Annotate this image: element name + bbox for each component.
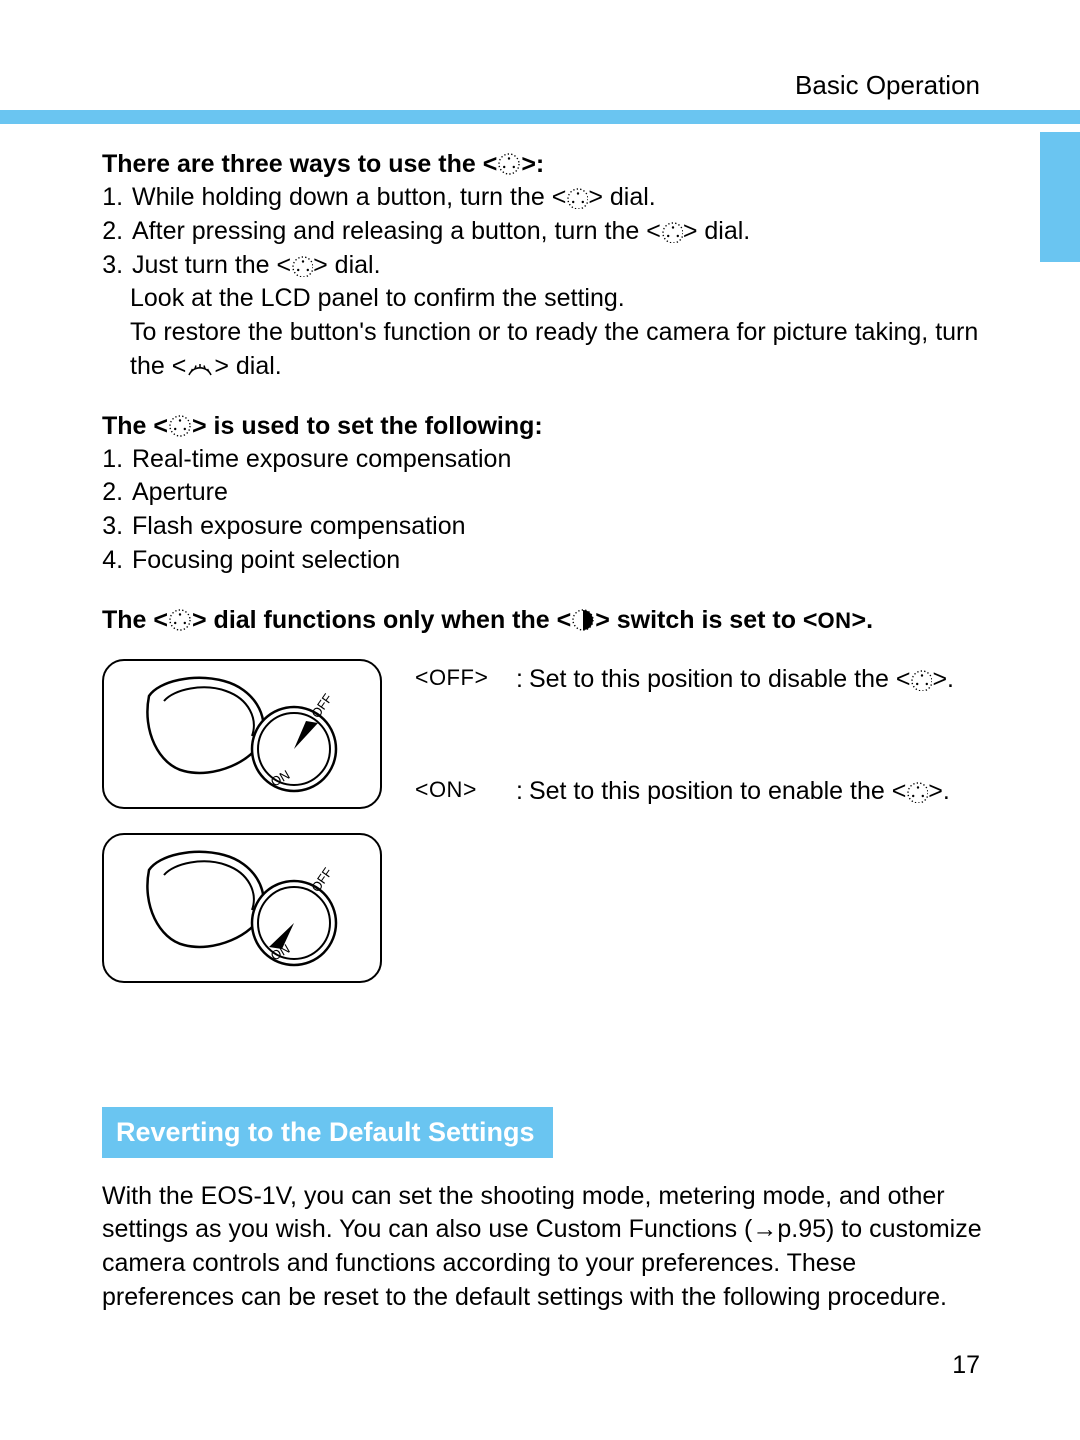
list-item: Real-time exposure compensation [130, 443, 986, 477]
off-desc-text: Set to this position to disable the <>. [529, 663, 986, 696]
switch-figures: ON OFF ON OFF [102, 659, 397, 1007]
item-text-end: > dial. [683, 217, 750, 245]
header-accent-bar [0, 110, 1080, 124]
h-text: >. [852, 606, 874, 634]
revert-body: With the EOS-1V, you can set the shootin… [102, 1180, 986, 1315]
dial-functions-heading: The < > is used to set the following: [102, 412, 986, 441]
switch-desc-on: <ON> : Set to this position to enable th… [415, 775, 986, 808]
on-desc-text: Set to this position to enable the <>. [529, 775, 986, 808]
main-dial-icon [186, 358, 214, 378]
revert-heading-box: Reverting to the Default Settings [102, 1107, 553, 1158]
dial-switch-heading: The < > dial functions only when the < > s… [102, 606, 986, 635]
h-text: The < [102, 606, 168, 634]
switch-descriptions: <OFF> : Set to this position to disable … [397, 659, 986, 1007]
quick-control-dial-icon [661, 221, 683, 243]
quick-control-dial-icon [168, 608, 192, 632]
list-item: Flash exposure compensation [130, 510, 986, 544]
page-header-title: Basic Operation [795, 70, 980, 101]
side-tab [1040, 132, 1080, 262]
quick-control-dial-icon [497, 152, 521, 176]
list-item: Just turn the < > dial. [130, 249, 986, 283]
h-text: > switch is set to < [595, 606, 817, 634]
heading-text-end: >: [521, 150, 544, 178]
switch-figure-off: ON OFF [102, 659, 382, 809]
list-item: Focusing point selection [130, 544, 986, 578]
continued-text-1: Look at the LCD panel to confirm the set… [130, 282, 986, 316]
qcd-switch-icon [571, 608, 595, 632]
on-label: <ON> [415, 775, 516, 808]
switch-row: ON OFF ON OFF [102, 659, 986, 1007]
item-text: After pressing and releasing a button, t… [132, 217, 661, 245]
quick-control-dial-icon [906, 781, 928, 803]
colon: : [516, 775, 529, 808]
quick-control-dial-icon [168, 414, 192, 438]
dial-functions-list: Real-time exposure compensation Aperture… [102, 443, 986, 578]
quick-control-dial-icon [910, 669, 932, 691]
item-text: While holding down a button, turn the < [132, 183, 566, 211]
page-number: 17 [952, 1351, 980, 1380]
list-item: After pressing and releasing a button, t… [130, 215, 986, 249]
heading-text: There are three ways to use the < [102, 150, 497, 178]
heading-text-end: > is used to set the following: [192, 412, 543, 440]
switch-figure-on: ON OFF [102, 833, 382, 983]
quick-control-dial-icon [566, 187, 588, 209]
switch-desc-off: <OFF> : Set to this position to disable … [415, 663, 986, 696]
continued-text-2: To restore the button's function or to r… [130, 316, 986, 384]
item-text: Just turn the < [132, 251, 291, 279]
on-label: ON [818, 608, 852, 633]
list-item: Aperture [130, 476, 986, 510]
item-text-end: > dial. [588, 183, 655, 211]
dial-usage-list: While holding down a button, turn the < >… [102, 181, 986, 282]
cont-text-end: > dial. [214, 352, 281, 380]
quick-control-dial-icon [291, 255, 313, 277]
dial-usage-heading: There are three ways to use the < >: [102, 150, 986, 179]
manual-page: Basic Operation There are three ways to … [0, 0, 1080, 1440]
colon: : [516, 663, 529, 696]
item-text-end: > dial. [313, 251, 380, 279]
h-text: > dial functions only when the < [192, 606, 571, 634]
heading-text: The < [102, 412, 168, 440]
off-label: <OFF> [415, 663, 516, 696]
page-content: There are three ways to use the < >: Whil… [102, 150, 986, 1315]
revert-heading: Reverting to the Default Settings [116, 1117, 535, 1147]
list-item: While holding down a button, turn the < >… [130, 181, 986, 215]
